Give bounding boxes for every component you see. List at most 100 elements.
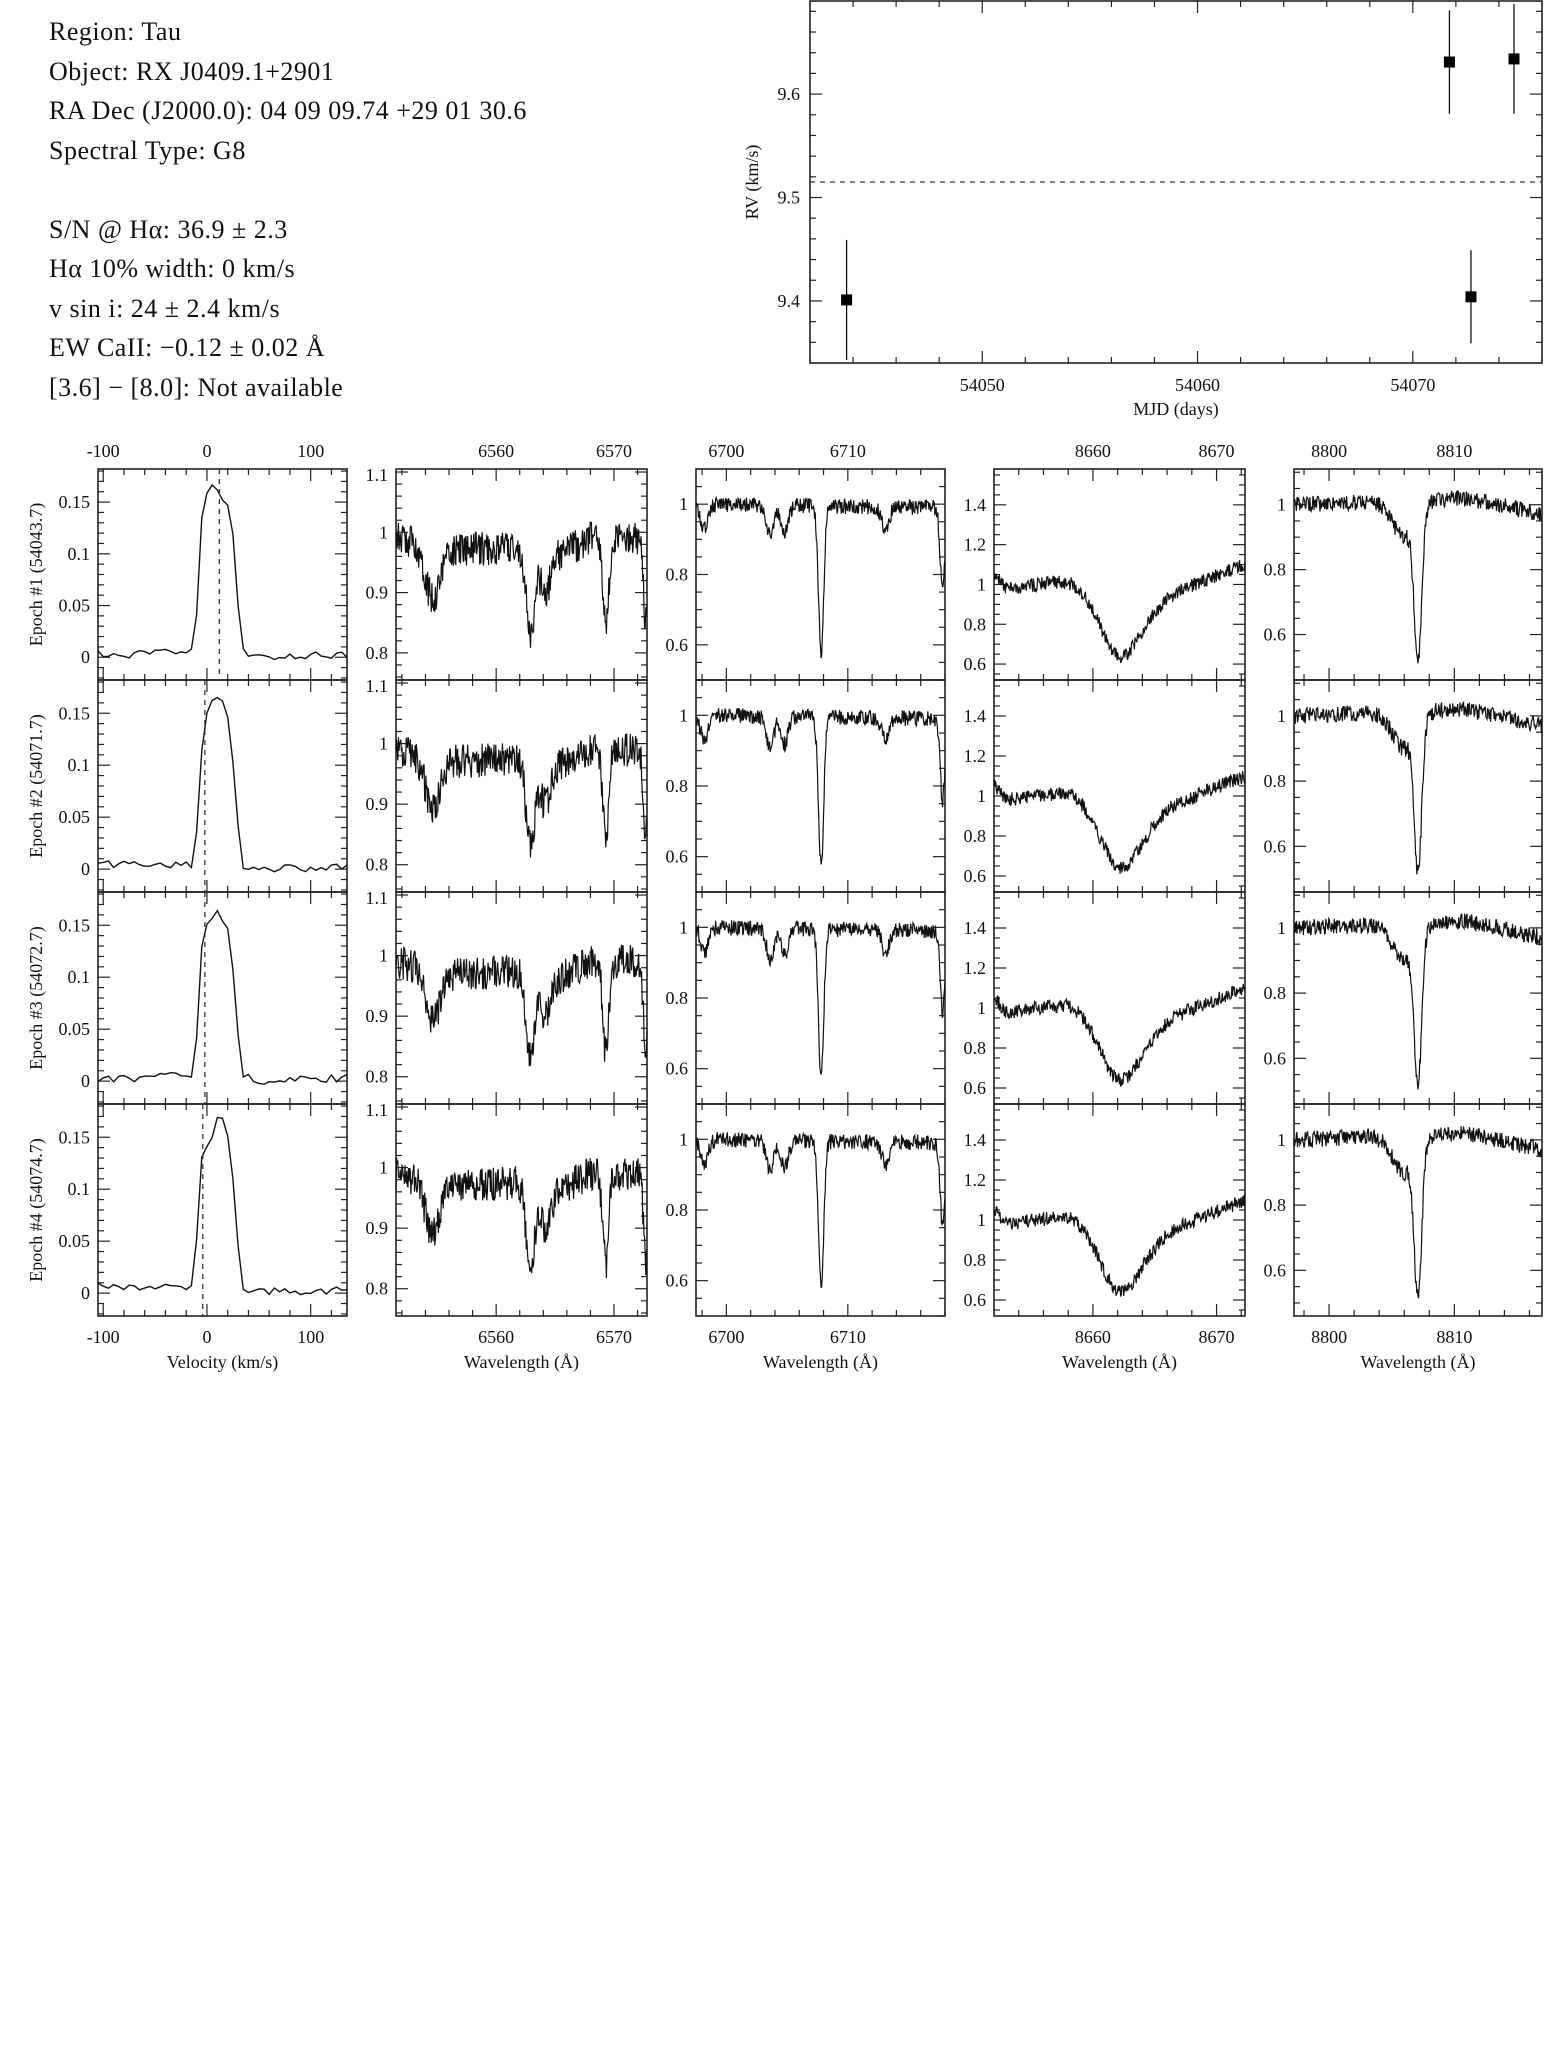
spectrum-line <box>695 708 946 865</box>
y-tick-label: 0.8 <box>1264 1195 1287 1215</box>
panel-1-epoch-2-frame <box>97 679 348 893</box>
spectrum-line <box>395 733 648 858</box>
object-text: Object: RX J0409.1+2901 <box>49 56 335 86</box>
y-tick-label: 0.9 <box>366 1006 389 1026</box>
panel-4-epoch-2-ticks <box>993 680 1245 892</box>
x-tick-label-bottom: 8670 <box>1199 1327 1235 1347</box>
spectrum-line <box>695 1131 946 1289</box>
y-tick-label: 0.8 <box>964 1250 987 1270</box>
y-tick-label: 0 <box>81 647 90 667</box>
spectrum-line <box>993 1193 1246 1297</box>
y-tick-label: 0.8 <box>366 1067 389 1087</box>
x-tick-label-bottom: 8800 <box>1311 1327 1347 1347</box>
y-tick-label: 1.1 <box>366 888 389 908</box>
x-tick-label-bottom: 6560 <box>478 1327 514 1347</box>
y-tick-label: 0.8 <box>964 826 987 846</box>
y-tick-label: 0.8 <box>366 1279 389 1299</box>
x-tick-label-top: 6570 <box>596 441 632 461</box>
y-tick-label: 0.1 <box>68 1179 91 1199</box>
panel-2-epoch-3-frame <box>395 891 648 1105</box>
spectrum-line <box>993 560 1246 664</box>
spectrum-line <box>993 771 1246 874</box>
y-tick-label: 1.2 <box>964 746 987 766</box>
y-tick-label: 0.8 <box>964 1038 987 1058</box>
y-tick-label: 1 <box>977 574 986 594</box>
x-axis-label: Wavelength (Å) <box>1062 1352 1177 1373</box>
spectrum-line <box>993 983 1246 1087</box>
y-tick-label: 0.9 <box>366 583 389 603</box>
y-tick-label: 0 <box>81 1071 90 1091</box>
y-tick-label: 0.8 <box>964 614 987 634</box>
x-tick-label-top: 0 <box>202 441 211 461</box>
panel-4-epoch-4-ticks <box>993 1104 1245 1316</box>
panel-2-epoch-1-ticks <box>396 469 647 680</box>
sn-text: S/N @ Hα: 36.9 ± 2.3 <box>49 214 288 244</box>
rv-point-2 <box>1443 56 1455 68</box>
y-tick-label: 0 <box>81 1283 90 1303</box>
vsini-text: v sin i: 24 ± 2.4 km/s <box>49 293 281 323</box>
region-text: Region: Tau <box>49 17 182 46</box>
x-tick-label-top: 8810 <box>1436 441 1472 461</box>
panel-2-epoch-3-ticks <box>396 892 647 1104</box>
y-tick-label: 0.15 <box>59 915 91 935</box>
panel-2-epoch-4-frame <box>395 1103 648 1317</box>
y-tick-label: 0.05 <box>59 596 91 616</box>
y-tick-label: 0.8 <box>666 776 689 796</box>
epoch-label: Epoch #1 (54043.7) <box>26 503 47 646</box>
y-tick-label: 0.1 <box>68 755 91 775</box>
y-tick-label: 1 <box>1277 495 1286 515</box>
halpha-profile <box>97 909 348 1085</box>
y-tick-label: 0.6 <box>1264 1048 1287 1068</box>
rv-x-tick-label: 54060 <box>1175 375 1220 395</box>
x-axis-label: Wavelength (Å) <box>763 1352 878 1373</box>
y-tick-label: 0.8 <box>666 988 689 1008</box>
panel-4-epoch-3-ticks <box>993 892 1245 1104</box>
panel-5-epoch-1-ticks <box>1294 469 1542 680</box>
rv-plot-ticks <box>809 1 1543 364</box>
panel-3-epoch-3-ticks <box>696 891 946 1105</box>
y-tick-label: 1.1 <box>366 1100 389 1120</box>
panel-1-epoch-3-frame <box>97 891 348 1105</box>
y-tick-label: 0.1 <box>68 544 91 564</box>
y-tick-label: 0.6 <box>666 635 689 655</box>
y-tick-label: 1 <box>379 1158 388 1178</box>
panel-2-epoch-1-frame <box>395 468 648 681</box>
panel-4-epoch-1-ticks <box>993 469 1245 680</box>
y-tick-label: 0.05 <box>59 1019 91 1039</box>
x-tick-label-top: 8670 <box>1199 441 1235 461</box>
y-tick-label: 1.2 <box>964 1170 987 1190</box>
x-axis-label: Wavelength (Å) <box>1360 1352 1475 1373</box>
y-tick-label: 1 <box>379 946 388 966</box>
panel-5-epoch-4-frame <box>1293 1103 1543 1317</box>
y-tick-label: 0 <box>81 859 90 879</box>
x-tick-label-top: -100 <box>87 441 120 461</box>
rv-y-axis-label: RV (km/s) <box>742 145 763 220</box>
x-tick-label-bottom: -100 <box>87 1327 120 1347</box>
x-tick-label-top: 6560 <box>478 441 514 461</box>
y-tick-label: 0.05 <box>59 1231 91 1251</box>
radec-text: RA Dec (J2000.0): 04 09 09.74 +29 01 30.… <box>49 96 527 125</box>
rv-y-tick-label: 9.5 <box>778 188 801 208</box>
y-tick-label: 0.8 <box>666 1200 689 1220</box>
y-tick-label: 0.6 <box>666 847 689 867</box>
y-tick-label: 1.1 <box>366 676 389 696</box>
x-tick-label-bottom: 100 <box>297 1327 324 1347</box>
x-tick-label-top: 100 <box>297 441 324 461</box>
rv-point-3 <box>1465 291 1477 303</box>
x-tick-label-top: 8660 <box>1075 441 1111 461</box>
y-tick-label: 1.4 <box>964 918 987 938</box>
y-tick-label: 1 <box>1277 706 1286 726</box>
y-tick-label: 0.6 <box>1264 1260 1287 1280</box>
spectrum-line <box>1293 701 1543 875</box>
y-tick-label: 0.15 <box>59 703 91 723</box>
y-tick-label: 1.4 <box>964 706 987 726</box>
y-tick-label: 0.9 <box>366 794 389 814</box>
halpha-width-text: Hα 10% width: 0 km/s <box>49 254 296 283</box>
ew-caii-text: EW CaII: −0.12 ± 0.02 Å <box>49 333 326 362</box>
y-tick-label: 0.6 <box>666 1059 689 1079</box>
x-tick-label-bottom: 0 <box>202 1327 211 1347</box>
y-tick-label: 1 <box>977 1210 986 1230</box>
y-tick-label: 0.6 <box>1264 836 1287 856</box>
panel-5-epoch-4-ticks <box>1294 1104 1542 1316</box>
epoch-label: Epoch #4 (54074.7) <box>26 1138 47 1281</box>
